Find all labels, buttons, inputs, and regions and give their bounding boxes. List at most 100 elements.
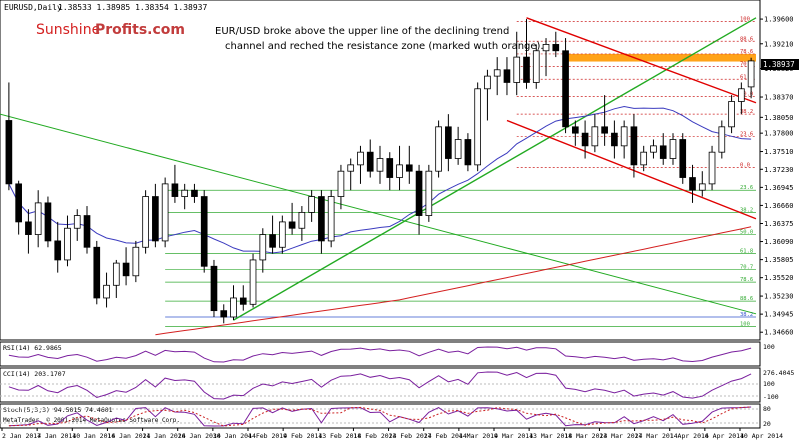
price-tick-label: 1.35805 bbox=[764, 256, 794, 264]
candle-body bbox=[34, 202, 42, 235]
candle-body bbox=[464, 139, 472, 166]
date-tick-label: 4 Mar 2014 bbox=[459, 432, 498, 440]
date-tick-label: 10 Apr 2014 bbox=[740, 432, 783, 440]
fib-level-label: 61.8 bbox=[740, 74, 753, 80]
candle-body bbox=[161, 183, 169, 242]
fib-level-label: 78.6 bbox=[740, 277, 753, 283]
stoch-scale-low: 20 bbox=[763, 420, 771, 428]
fib-level-label: 78.6 bbox=[740, 49, 753, 55]
candle-body bbox=[679, 139, 687, 178]
date-tick-label: 18 Mar 2014 bbox=[564, 432, 607, 440]
cci-panel-frame bbox=[0, 367, 761, 403]
candle-body bbox=[230, 297, 237, 318]
candle-body bbox=[513, 56, 521, 83]
candle-body bbox=[366, 151, 374, 172]
candle-body bbox=[5, 120, 13, 185]
candle-body bbox=[601, 126, 608, 134]
candle-body bbox=[142, 196, 149, 248]
fib-level-label: 23.6 bbox=[740, 185, 753, 191]
current-price-tag bbox=[761, 59, 799, 70]
candle-body bbox=[659, 145, 667, 159]
candle-body bbox=[327, 196, 335, 242]
candle-body bbox=[415, 170, 423, 216]
candle-body bbox=[503, 69, 511, 83]
date-tick-label: 26 Jan 2014 bbox=[178, 432, 221, 440]
candle-body bbox=[523, 56, 530, 83]
candle-body bbox=[611, 132, 618, 147]
fib-level-label: 88.6 bbox=[740, 36, 753, 42]
fib-level-label: 70.7 bbox=[740, 62, 753, 68]
price-tick-label: 1.37800 bbox=[764, 130, 794, 138]
candle-body bbox=[591, 126, 599, 147]
cci-scale-mid: 100 bbox=[763, 380, 775, 388]
date-tick-label: 4 Feb 2014 bbox=[248, 432, 287, 440]
candle-body bbox=[239, 297, 247, 305]
candle-body bbox=[376, 158, 384, 172]
candle-body bbox=[650, 145, 657, 153]
declining-trendline bbox=[0, 113, 757, 315]
stoch-panel-frame bbox=[0, 403, 761, 429]
candle-body bbox=[708, 151, 716, 185]
fib-level-label: 100 bbox=[740, 17, 750, 23]
rsi-scale-top: 100 bbox=[763, 343, 775, 351]
candle-body bbox=[249, 259, 257, 305]
candle-body bbox=[493, 69, 501, 77]
price-tick-label: 1.35520 bbox=[764, 274, 794, 282]
candle-body bbox=[44, 202, 52, 242]
candle-body bbox=[532, 50, 540, 83]
candle-body bbox=[181, 189, 189, 197]
fib-level-label: 50.0 bbox=[740, 91, 753, 97]
price-tick-label: 1.36375 bbox=[764, 220, 794, 228]
date-tick-label: 18 Feb 2014 bbox=[353, 432, 396, 440]
fib-level-label: 38.2 bbox=[740, 109, 753, 115]
rsi-line bbox=[8, 346, 752, 363]
cci-scale-low: -100 bbox=[763, 393, 779, 401]
candle-body bbox=[738, 88, 745, 102]
candle-body bbox=[718, 126, 726, 153]
candle-body bbox=[484, 75, 491, 90]
price-tick-label: 1.37510 bbox=[764, 148, 794, 156]
date-tick-label: 27 Feb 2014 bbox=[424, 432, 467, 440]
symbol-label: EURUSD,Daily bbox=[4, 3, 62, 12]
candle-body bbox=[83, 215, 91, 248]
fibonacci-layer: 100 88.6 78.6 70.7 61.8 50.0 38.2 23.6 0.0 23.6 38… bbox=[165, 17, 756, 327]
candle-body bbox=[630, 126, 638, 166]
fib-level-label: 38.2 bbox=[740, 207, 753, 213]
price-panel-frame bbox=[0, 0, 761, 341]
price-tick-label: 1.39210 bbox=[764, 40, 794, 48]
date-tick-label: 10 Jan 2014 bbox=[72, 432, 115, 440]
candle-body bbox=[220, 310, 228, 318]
annotation-line-2: channel and reched the resistance zone (… bbox=[225, 41, 544, 52]
ohlc-label: 1.38533 1.38985 1.38354 1.38937 bbox=[58, 3, 207, 12]
price-tick-label: 1.36090 bbox=[764, 238, 794, 246]
date-tick-label: 7 Jan 2014 bbox=[37, 432, 76, 440]
date-tick-label: 1 Apr 2014 bbox=[670, 432, 709, 440]
candle-body bbox=[54, 240, 62, 261]
candle-body bbox=[386, 158, 394, 178]
date-tick-label: 30 Jan 2014 bbox=[213, 432, 256, 440]
candle-body bbox=[640, 151, 648, 166]
resistance-zone bbox=[565, 53, 756, 62]
candle-body bbox=[747, 60, 755, 88]
cci-label: CCI(14) 203.1707 bbox=[3, 370, 66, 378]
candle-body bbox=[669, 139, 677, 159]
fib-level-label: 88.6 bbox=[740, 296, 753, 302]
candle-body bbox=[435, 126, 442, 172]
candle-body bbox=[171, 183, 179, 197]
candle-body bbox=[337, 170, 345, 197]
date-tick-label: 2 Jan 2014 bbox=[2, 432, 41, 440]
price-tick-label: 1.36945 bbox=[764, 184, 794, 192]
date-tick-label: 27 Mar 2014 bbox=[635, 432, 678, 440]
channel-lower-line bbox=[506, 119, 757, 220]
date-tick-label: 23 Feb 2014 bbox=[389, 432, 432, 440]
platform-note: MetaTrader, © 2001-2014 MetaQuotes Softw… bbox=[3, 417, 180, 424]
candle-body bbox=[298, 211, 306, 229]
candle-body bbox=[552, 44, 560, 52]
date-tick-label: 6 Apr 2014 bbox=[705, 432, 744, 440]
current-price-label: 1.38937 bbox=[763, 60, 795, 69]
price-tick-label: 1.34660 bbox=[764, 329, 794, 337]
candle-body bbox=[542, 44, 550, 52]
candle-body bbox=[288, 221, 296, 229]
moving-average-short bbox=[8, 105, 752, 254]
